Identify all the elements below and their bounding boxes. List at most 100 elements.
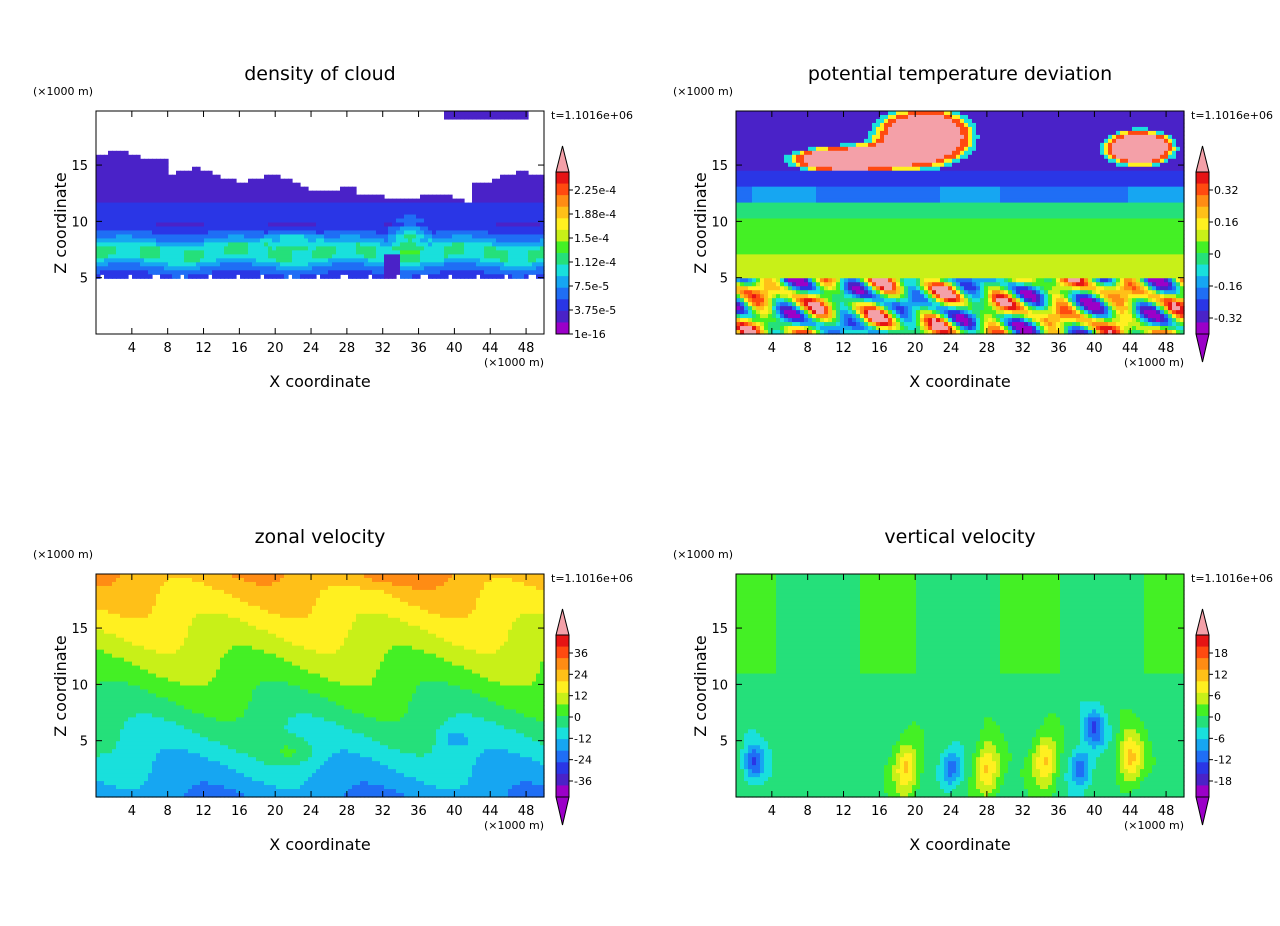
field-cell (464, 242, 469, 247)
field-cell (412, 262, 417, 267)
field-cell (284, 254, 289, 259)
field-cell (180, 202, 185, 208)
field-cell (288, 194, 293, 200)
field-cell (488, 254, 493, 259)
field-cell (344, 186, 349, 192)
field-cell (812, 242, 817, 247)
field-cell (884, 111, 889, 116)
field-cell (792, 170, 797, 176)
field-cell (812, 286, 817, 291)
field-cell (472, 202, 477, 208)
field-cell (504, 202, 509, 208)
field-cell (472, 182, 477, 188)
field-cell (476, 186, 481, 192)
field-cell (752, 322, 757, 327)
field-cell (276, 206, 281, 212)
field-cell (796, 122, 801, 128)
field-cell (836, 242, 841, 247)
field-cell (864, 250, 869, 255)
field-cell (752, 270, 757, 275)
field-cell (252, 210, 257, 216)
field-cell (772, 322, 777, 327)
field-cell (748, 186, 753, 192)
field-cell (376, 202, 381, 208)
field-cell (472, 254, 477, 259)
field-cell (164, 250, 169, 255)
field-cell (752, 190, 757, 196)
field-cell (872, 290, 877, 295)
field-cell (140, 202, 145, 208)
field-cell (880, 226, 885, 232)
field-cell (776, 218, 781, 224)
field-cell (788, 246, 793, 251)
field-cell (320, 226, 325, 232)
field-cell (280, 266, 285, 271)
field-cell (316, 266, 321, 271)
field-cell (264, 246, 269, 251)
field-cell (756, 214, 761, 220)
field-cell (312, 226, 317, 232)
field-cell (152, 218, 157, 224)
field-cell (780, 194, 785, 200)
field-cell (280, 214, 285, 220)
field-cell (784, 118, 789, 124)
field-cell (740, 182, 745, 188)
field-cell (812, 162, 817, 168)
field-cell (780, 114, 785, 120)
field-cell (824, 230, 829, 236)
field-cell (408, 242, 413, 247)
field-cell (864, 162, 869, 168)
field-cell (464, 258, 469, 263)
field-cell (736, 146, 741, 152)
field-cell (748, 170, 753, 176)
field-cell (828, 142, 833, 148)
field-cell (880, 238, 885, 244)
field-cell (408, 238, 413, 244)
field-cell (784, 182, 789, 188)
field-cell (480, 254, 485, 259)
field-cell (144, 234, 149, 240)
field-cell (852, 158, 857, 164)
field-cell (828, 182, 833, 188)
field-cell (428, 194, 433, 200)
field-cell (780, 214, 785, 220)
field-cell (172, 186, 177, 192)
field-cell (824, 150, 829, 156)
field-cell (268, 266, 273, 271)
field-cell (816, 130, 821, 136)
field-cell (540, 258, 545, 263)
field-cell (264, 210, 269, 216)
field-cell (868, 166, 873, 172)
field-cell (840, 154, 845, 160)
field-cell (400, 234, 405, 240)
field-cell (292, 234, 297, 240)
field-cell (216, 202, 221, 208)
field-cell (856, 314, 861, 319)
field-cell (820, 190, 825, 196)
field-cell (408, 214, 413, 220)
field-cell (772, 242, 777, 247)
field-cell (200, 242, 205, 247)
field-cell (744, 222, 749, 228)
field-cell (388, 262, 393, 267)
field-cell (160, 190, 165, 196)
field-cell (416, 206, 421, 212)
field-cell (808, 138, 813, 144)
field-cell (840, 298, 845, 303)
field-cell (852, 178, 857, 184)
field-cell (196, 266, 201, 271)
field-cell (740, 146, 745, 152)
field-cell (220, 234, 225, 240)
field-cell (824, 302, 829, 307)
field-cell (240, 246, 245, 251)
field-cell (736, 278, 741, 283)
field-cell (352, 202, 357, 208)
field-cell (500, 258, 505, 263)
field-cell (444, 198, 449, 204)
field-cell (184, 262, 189, 267)
field-cell (168, 186, 173, 192)
field-cell (828, 158, 833, 164)
field-cell (864, 142, 869, 148)
field-cell (768, 278, 773, 283)
field-cell (772, 282, 777, 287)
